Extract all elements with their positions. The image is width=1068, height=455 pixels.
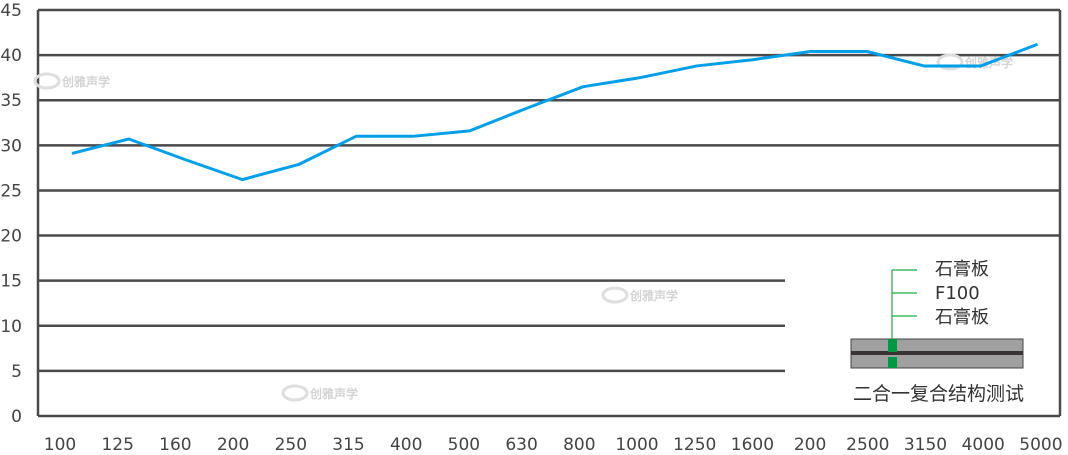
y-tick-label: 10: [0, 317, 22, 337]
watermark: 创雅声学: [629, 288, 678, 303]
x-tick-label: 125: [101, 435, 133, 455]
watermark-logo-icon: [281, 384, 309, 402]
x-tick-label: 200: [794, 435, 826, 455]
y-tick-label: 0: [11, 407, 22, 427]
core-layer: [851, 351, 1023, 355]
y-tick-label: 35: [0, 91, 22, 111]
x-tick-label: 315: [332, 435, 364, 455]
x-tick-label: 800: [563, 435, 595, 455]
x-tick-label: 500: [448, 435, 480, 455]
x-tick-label: 5000: [1019, 435, 1062, 455]
x-tick-label: 1000: [615, 435, 658, 455]
watermark-logo-icon: [601, 286, 629, 304]
y-tick-label: 45: [0, 1, 22, 21]
x-tick-label: 250: [275, 435, 307, 455]
y-tick-label: 20: [0, 227, 22, 247]
y-tick-label: 40: [0, 46, 22, 66]
watermark: 创雅声学: [61, 74, 110, 89]
y-tick-label: 15: [0, 272, 22, 292]
y-tick-label: 30: [0, 136, 22, 156]
x-tick-label: 1250: [673, 435, 716, 455]
x-tick-label: 2500: [846, 435, 889, 455]
structure-inset: 石膏板 F100 石膏板 二合一复合结构测试: [850, 258, 1024, 405]
x-tick-label: 200: [217, 435, 249, 455]
y-tick-label: 25: [0, 181, 22, 201]
watermark-logo-icon: [936, 53, 964, 71]
inset-label-2: F100: [935, 283, 980, 304]
inset-label-1: 石膏板: [935, 258, 989, 280]
inset-caption: 二合一复合结构测试: [853, 383, 1024, 405]
watermark: 创雅声学: [309, 386, 358, 401]
x-tick-label: 1600: [731, 435, 774, 455]
watermark-logo-icon: [33, 72, 61, 90]
x-tick-label: 400: [390, 435, 422, 455]
marker-top: [888, 339, 897, 352]
x-tick-label: 100: [44, 435, 76, 455]
y-tick-label: 5: [11, 362, 22, 382]
marker-bottom: [888, 357, 897, 368]
x-tick-label: 630: [505, 435, 537, 455]
x-tick-label: 4000: [962, 435, 1005, 455]
series-line: [71, 42, 1039, 182]
inset-label-3: 石膏板: [935, 306, 989, 328]
leader-lines: [891, 269, 917, 339]
x-tick-label: 3150: [904, 435, 947, 455]
x-tick-label: 160: [159, 435, 191, 455]
